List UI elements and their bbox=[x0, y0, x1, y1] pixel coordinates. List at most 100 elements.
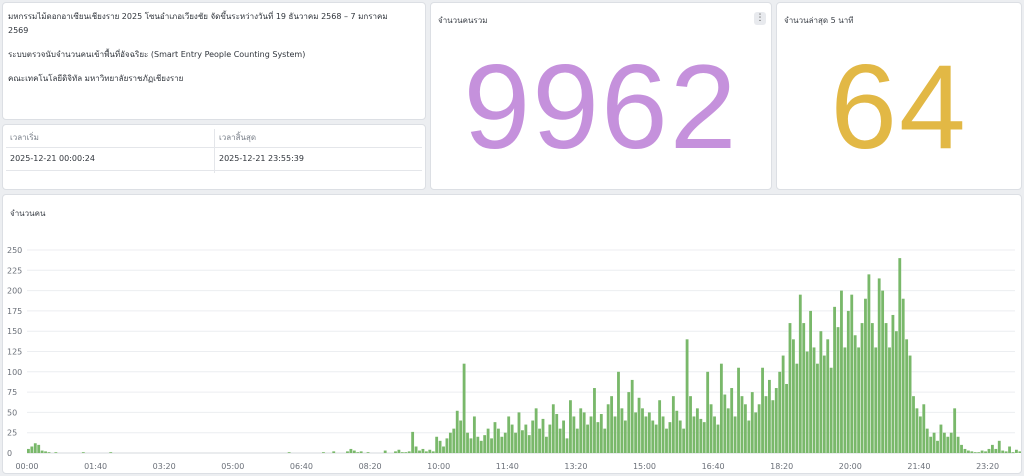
bar bbox=[788, 323, 792, 453]
bar bbox=[695, 408, 699, 453]
bar bbox=[970, 451, 974, 453]
bar bbox=[826, 339, 830, 453]
bar bbox=[599, 414, 603, 453]
x-tick-label: 06:40 bbox=[290, 462, 313, 471]
x-tick-label: 03:20 bbox=[153, 462, 176, 471]
bar bbox=[1011, 452, 1015, 453]
bar bbox=[623, 420, 627, 453]
bar bbox=[860, 323, 864, 453]
bar bbox=[829, 367, 833, 453]
bar bbox=[1018, 451, 1021, 453]
bar bbox=[596, 422, 600, 453]
organizer-name: คณะเทคโนโลยีดิจิทัล มหาวิทยาลัยราชภัฏเชี… bbox=[8, 74, 184, 83]
bar bbox=[946, 436, 950, 453]
bar bbox=[747, 420, 751, 453]
bar bbox=[527, 435, 531, 453]
bar bbox=[521, 430, 524, 453]
bar bbox=[438, 440, 442, 453]
bar bbox=[702, 422, 706, 453]
bar bbox=[510, 424, 514, 453]
bar bbox=[81, 452, 85, 453]
bar bbox=[352, 450, 356, 453]
recent-count-panel: จำนวนล่าสุด 5 นาที 64 bbox=[776, 2, 1022, 190]
bar bbox=[394, 451, 397, 453]
y-tick-label: 200 bbox=[7, 287, 22, 296]
bar bbox=[445, 438, 449, 453]
bar bbox=[514, 432, 517, 453]
bar bbox=[627, 392, 631, 453]
bar bbox=[874, 347, 878, 453]
bar bbox=[846, 310, 850, 453]
bar bbox=[792, 339, 795, 453]
x-tick-label: 13:20 bbox=[564, 462, 587, 471]
bar bbox=[617, 371, 620, 453]
bar bbox=[658, 400, 662, 453]
bar bbox=[545, 436, 548, 453]
bar bbox=[490, 438, 493, 453]
bar bbox=[980, 450, 984, 453]
bar bbox=[942, 432, 946, 453]
x-tick-label: 08:20 bbox=[359, 462, 382, 471]
x-tick-label: 21:40 bbox=[907, 462, 930, 471]
bar bbox=[809, 310, 812, 453]
bar bbox=[743, 404, 747, 453]
y-tick-label: 175 bbox=[7, 307, 22, 316]
bar bbox=[894, 331, 898, 453]
bar bbox=[582, 412, 586, 453]
bar bbox=[771, 400, 775, 453]
y-tick-label: 100 bbox=[7, 368, 22, 377]
bar bbox=[538, 428, 541, 453]
bar bbox=[287, 452, 291, 453]
bar bbox=[857, 347, 861, 453]
bar bbox=[953, 408, 957, 453]
panel-menu-icon[interactable]: ⋮ bbox=[754, 12, 766, 25]
bar bbox=[994, 448, 998, 453]
bar bbox=[733, 416, 737, 453]
bar bbox=[932, 432, 936, 453]
bar bbox=[833, 306, 837, 453]
bar bbox=[30, 446, 34, 453]
bar bbox=[455, 410, 459, 453]
bar bbox=[541, 418, 545, 453]
x-tick-label: 10:00 bbox=[427, 462, 450, 471]
bar bbox=[812, 347, 816, 453]
bar bbox=[572, 416, 576, 453]
bar bbox=[730, 388, 734, 453]
bar bbox=[877, 278, 881, 453]
bar bbox=[939, 424, 943, 453]
bar bbox=[630, 379, 634, 453]
bar bbox=[1008, 446, 1011, 453]
bar bbox=[469, 438, 473, 453]
bar bbox=[929, 436, 933, 453]
bar bbox=[435, 436, 439, 453]
bar bbox=[840, 290, 843, 453]
bar bbox=[524, 424, 528, 453]
bar bbox=[915, 408, 919, 453]
bar bbox=[641, 408, 644, 453]
bar bbox=[936, 440, 939, 453]
y-tick-label: 50 bbox=[7, 408, 17, 417]
bar bbox=[428, 449, 432, 453]
y-tick-label: 150 bbox=[7, 327, 22, 336]
y-tick-label: 125 bbox=[7, 348, 22, 357]
start-time-header: เวลาเริ่ม bbox=[10, 133, 39, 142]
chart-bars bbox=[27, 258, 1021, 453]
bar bbox=[47, 452, 51, 453]
bar bbox=[723, 394, 727, 453]
bar bbox=[500, 436, 504, 453]
bar bbox=[864, 298, 867, 453]
bar bbox=[757, 404, 761, 453]
bar bbox=[496, 428, 500, 453]
bar bbox=[853, 335, 857, 453]
bar bbox=[503, 432, 507, 453]
bar bbox=[411, 431, 415, 453]
bar bbox=[486, 428, 490, 453]
bar bbox=[740, 396, 744, 453]
bar bbox=[912, 396, 915, 453]
bar bbox=[764, 396, 768, 453]
start-time-value: 2025-12-21 00:00:24 bbox=[10, 154, 95, 163]
bar bbox=[671, 396, 675, 453]
bar bbox=[891, 314, 895, 453]
x-axis-ticks: 00:00 01:40 03:20 05:00 06:40 08:20 10:00 11:40… bbox=[15, 462, 999, 471]
